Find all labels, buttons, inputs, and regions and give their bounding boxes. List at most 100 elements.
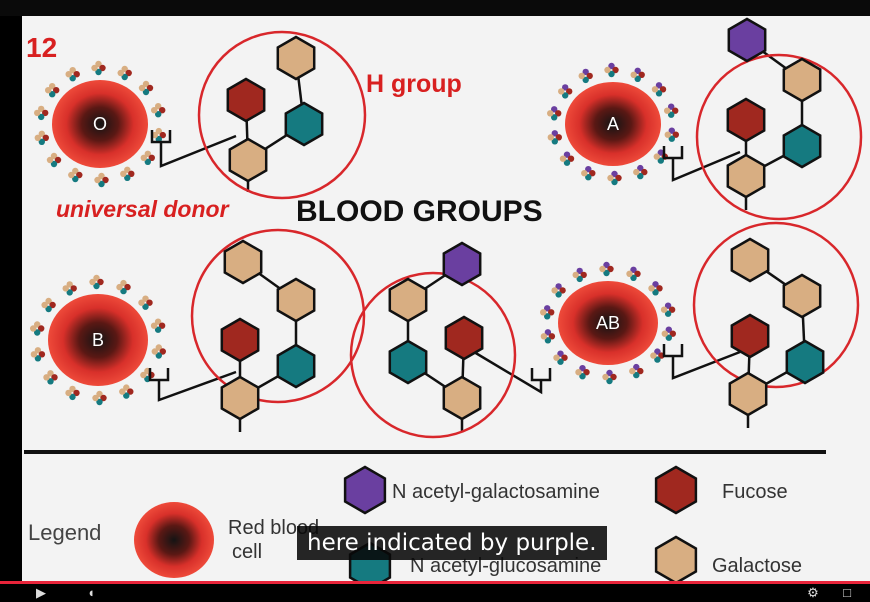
antigen-circles xyxy=(190,30,863,439)
fucose-hexagon xyxy=(654,465,698,515)
antigen-marker xyxy=(661,326,676,341)
legend-title: Legend xyxy=(28,520,101,545)
antigen-marker xyxy=(116,279,131,295)
settings-icon[interactable]: ⚙ xyxy=(807,585,819,600)
n-acetyl-galactosamine-hexagon xyxy=(343,465,387,515)
antigen-marker xyxy=(34,105,49,121)
circle-b xyxy=(190,228,366,404)
legend-nag-label: N acetyl-galactosamine xyxy=(392,481,600,503)
volume-icon[interactable]: ◖ xyxy=(87,585,95,600)
antigen-marker xyxy=(553,350,568,365)
fucose-hexagon xyxy=(730,313,770,359)
slide-title: BLOOD GROUPS xyxy=(296,195,543,228)
legend-rbc-line1: Red blood xyxy=(228,517,319,539)
fucose-hexagon xyxy=(444,315,484,361)
antigen-marker xyxy=(653,149,668,164)
n-acetyl-glucosamine-hexagon xyxy=(388,339,428,385)
antigen-marker xyxy=(140,150,155,165)
antigen-marker xyxy=(626,266,641,281)
galactose-hexagon xyxy=(442,375,482,421)
legend-nagluc-label: N acetyl-glucosamine xyxy=(410,555,601,577)
galactose-hexagon xyxy=(654,535,698,585)
legend-rbc-line2: cell xyxy=(232,541,262,563)
antigen-marker xyxy=(62,281,77,296)
antigen-marker xyxy=(41,297,56,313)
circle-middle xyxy=(349,271,517,439)
antigen-marker xyxy=(547,130,562,145)
antigen-marker xyxy=(650,348,665,363)
antigen-marker xyxy=(138,295,153,310)
antigen-marker xyxy=(578,68,593,84)
antigen-marker xyxy=(660,302,676,317)
galactose-hexagon xyxy=(728,371,768,417)
player-controls: ▶ ◖ ⚙ □ xyxy=(0,584,870,602)
antigen-marker xyxy=(664,127,679,142)
antigen-marker xyxy=(558,84,573,99)
antigen-marker xyxy=(664,103,679,118)
antigen-marker xyxy=(150,318,166,333)
red-blood-cell-ab xyxy=(558,281,658,365)
antigen-marker xyxy=(43,370,58,385)
antigen-marker xyxy=(120,166,135,181)
antigen-marker xyxy=(117,65,132,81)
antigen-marker xyxy=(30,321,45,336)
n-acetyl-glucosamine-hexagon xyxy=(782,123,822,169)
antigen-marker xyxy=(633,164,648,180)
antigen-marker xyxy=(604,62,619,78)
cell-label-a: A xyxy=(607,114,619,134)
slide-number: 12 xyxy=(26,32,57,63)
galactose-hexagon xyxy=(726,153,766,199)
subtitle-caption: here indicated by purple. xyxy=(297,526,607,560)
antigen-marker xyxy=(648,281,663,296)
fucose-hexagon xyxy=(220,317,260,363)
n-acetyl-galactosamine-hexagon xyxy=(727,17,767,63)
circle-o xyxy=(197,30,367,200)
antigen-marker xyxy=(607,170,622,186)
antigen-marker xyxy=(540,329,556,344)
top-bar xyxy=(0,0,870,16)
galactose-hexagon xyxy=(220,375,260,421)
play-icon[interactable]: ▶ xyxy=(36,585,46,600)
fullscreen-icon[interactable]: □ xyxy=(843,585,851,600)
antigen-marker xyxy=(151,103,166,118)
cell-label-o: O xyxy=(93,114,107,134)
galactose-hexagon xyxy=(782,57,822,103)
progress-bar[interactable] xyxy=(0,581,870,584)
antigen-marker xyxy=(65,67,80,82)
fucose-hexagon xyxy=(226,77,266,123)
galactose-hexagon xyxy=(388,277,428,323)
antigen-marker xyxy=(30,347,46,362)
cell-label-ab: AB xyxy=(596,313,620,333)
n-acetyl-galactosamine-hexagon xyxy=(442,241,482,287)
legend-galactose-label: Galactose xyxy=(712,555,802,577)
antigen-marker xyxy=(581,166,596,181)
n-acetyl-glucosamine-hexagon xyxy=(284,101,324,147)
n-acetyl-glucosamine-hexagon xyxy=(276,343,316,389)
legend-fucose-label: Fucose xyxy=(722,481,788,503)
antigen-marker xyxy=(151,127,166,143)
circle-a xyxy=(695,53,863,221)
galactose-hexagon xyxy=(223,239,263,285)
antigen-marker xyxy=(551,283,566,298)
antigen-marker xyxy=(540,305,555,320)
antigen-marker xyxy=(575,365,590,380)
circle-ab xyxy=(692,221,860,389)
antigen-marker xyxy=(68,167,83,183)
antigen-marker xyxy=(151,344,166,359)
cell-label-b: B xyxy=(92,330,104,350)
legend-rbc-icon xyxy=(134,502,214,578)
antigen-marker xyxy=(651,82,667,97)
antigen-marker xyxy=(45,83,60,98)
galactose-hexagon xyxy=(782,273,822,319)
fucose-hexagon xyxy=(726,97,766,143)
red-blood-cell-a xyxy=(565,82,661,166)
antigen-marker xyxy=(630,67,645,83)
antigen-marker xyxy=(89,274,104,290)
antigen-marker xyxy=(572,267,587,283)
antigen-marker xyxy=(599,261,614,277)
h-group-label: H group xyxy=(366,70,462,98)
antigen-marker xyxy=(92,390,107,406)
connector-lines xyxy=(148,130,741,402)
